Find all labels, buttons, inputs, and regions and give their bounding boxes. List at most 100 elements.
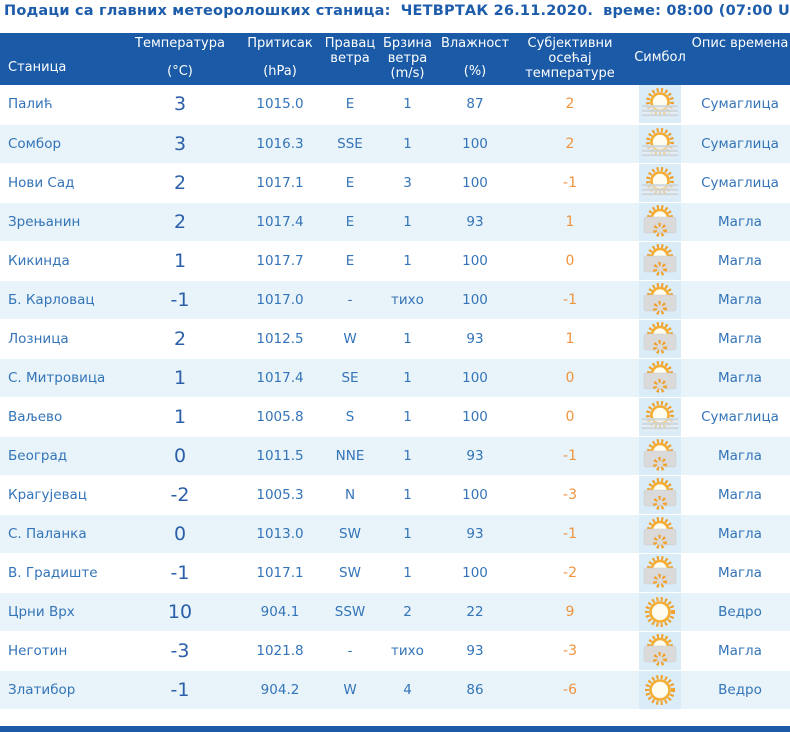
weather-description: Магла bbox=[690, 241, 790, 281]
fog-sun-icon bbox=[639, 358, 681, 396]
pressure-value: 904.2 bbox=[235, 670, 325, 710]
wind-direction-value: SSW bbox=[325, 592, 375, 632]
station-name: Златибор bbox=[0, 670, 125, 710]
wind-direction-value: SW bbox=[325, 514, 375, 554]
temperature-value: -2 bbox=[125, 475, 235, 515]
stations-table: Станица Температура (°C) Притисак (hPa) Пр… bbox=[0, 33, 790, 710]
header-humidity: Влажност (%) bbox=[440, 33, 510, 85]
feels-like-value: -2 bbox=[510, 553, 630, 593]
humidity-value: 93 bbox=[440, 631, 510, 671]
table-row: Ваљево 1 1005.8 S 1 100 0 Сумаглица bbox=[0, 397, 790, 437]
pressure-value: 1017.4 bbox=[235, 202, 325, 242]
symbol-cell bbox=[630, 397, 690, 437]
humidity-value: 100 bbox=[440, 124, 510, 164]
fog-sun-icon bbox=[639, 241, 681, 279]
wind-speed-value: 2 bbox=[375, 592, 440, 632]
mist-sun-icon bbox=[639, 397, 681, 435]
wind-direction-value: N bbox=[325, 475, 375, 515]
clear-sun-icon bbox=[639, 670, 681, 708]
symbol-cell bbox=[630, 475, 690, 515]
feels-like-value: 0 bbox=[510, 358, 630, 398]
humidity-value: 87 bbox=[440, 85, 510, 125]
header-temperature: Температура (°C) bbox=[125, 33, 235, 85]
humidity-value: 93 bbox=[440, 436, 510, 476]
temperature-value: -1 bbox=[125, 670, 235, 710]
fog-sun-icon bbox=[639, 319, 681, 357]
feels-like-value: 1 bbox=[510, 319, 630, 359]
table-row: Београд 0 1011.5 NNE 1 93 -1 Магла bbox=[0, 436, 790, 476]
feels-like-value: 0 bbox=[510, 397, 630, 437]
weather-description: Магла bbox=[690, 358, 790, 398]
wind-speed-value: 4 bbox=[375, 670, 440, 710]
weather-description: Магла bbox=[690, 631, 790, 671]
symbol-cell bbox=[630, 319, 690, 359]
fog-sun-icon bbox=[639, 514, 681, 552]
table-row: Крагујевац -2 1005.3 N 1 100 -3 Магла bbox=[0, 475, 790, 515]
station-name: Палић bbox=[0, 85, 125, 125]
symbol-cell bbox=[630, 631, 690, 671]
humidity-value: 100 bbox=[440, 241, 510, 281]
station-name: Кикинда bbox=[0, 241, 125, 281]
feels-like-value: -1 bbox=[510, 280, 630, 320]
fog-sun-icon bbox=[639, 202, 681, 240]
wind-direction-value: SE bbox=[325, 358, 375, 398]
bottom-bar bbox=[0, 726, 790, 732]
station-name: С. Паланка bbox=[0, 514, 125, 554]
fog-sun-icon bbox=[639, 436, 681, 474]
wind-speed-value: 1 bbox=[375, 202, 440, 242]
pressure-value: 1005.8 bbox=[235, 397, 325, 437]
pressure-value: 1005.3 bbox=[235, 475, 325, 515]
wind-speed-value: тихо bbox=[375, 280, 440, 320]
weather-description: Сумаглица bbox=[690, 124, 790, 164]
page-title: Подаци са главних метеоролошких станица:… bbox=[0, 0, 790, 25]
temperature-value: 3 bbox=[125, 124, 235, 164]
wind-direction-value: E bbox=[325, 85, 375, 125]
table-header-row: Станица Температура (°C) Притисак (hPa) Пр… bbox=[0, 33, 790, 85]
pressure-value: 1012.5 bbox=[235, 319, 325, 359]
wind-direction-value: W bbox=[325, 319, 375, 359]
wind-speed-value: 1 bbox=[375, 319, 440, 359]
temperature-value: 3 bbox=[125, 85, 235, 125]
table-row: Сомбор 3 1016.3 SSE 1 100 2 Сумаглица bbox=[0, 124, 790, 164]
pressure-value: 1021.8 bbox=[235, 631, 325, 671]
table-row: В. Градиште -1 1017.1 SW 1 100 -2 Магла bbox=[0, 553, 790, 593]
table-row: Лозница 2 1012.5 W 1 93 1 Магла bbox=[0, 319, 790, 359]
header-pressure: Притисак (hPa) bbox=[235, 33, 325, 85]
header-description: Опис времена bbox=[690, 33, 790, 85]
weather-description: Магла bbox=[690, 553, 790, 593]
clear-sun-icon bbox=[639, 592, 681, 630]
wind-speed-value: 1 bbox=[375, 475, 440, 515]
wind-direction-value: - bbox=[325, 631, 375, 671]
feels-like-value: -1 bbox=[510, 514, 630, 554]
weather-description: Ведро bbox=[690, 592, 790, 632]
fog-sun-icon bbox=[639, 475, 681, 513]
temperature-value: 2 bbox=[125, 163, 235, 203]
table-row: С. Митровица 1 1017.4 SE 1 100 0 Магла bbox=[0, 358, 790, 398]
symbol-cell bbox=[630, 553, 690, 593]
weather-description: Сумаглица bbox=[690, 163, 790, 203]
temperature-value: 2 bbox=[125, 319, 235, 359]
table-row: Нови Сад 2 1017.1 E 3 100 -1 Сумаглица bbox=[0, 163, 790, 203]
station-name: Зрењанин bbox=[0, 202, 125, 242]
weather-description: Магла bbox=[690, 475, 790, 515]
temperature-value: 10 bbox=[125, 592, 235, 632]
symbol-cell bbox=[630, 280, 690, 320]
temperature-value: -1 bbox=[125, 280, 235, 320]
station-name: Црни Врх bbox=[0, 592, 125, 632]
feels-like-value: -3 bbox=[510, 631, 630, 671]
pressure-value: 1013.0 bbox=[235, 514, 325, 554]
weather-description: Магла bbox=[690, 436, 790, 476]
humidity-value: 86 bbox=[440, 670, 510, 710]
wind-speed-value: 1 bbox=[375, 436, 440, 476]
feels-like-value: -1 bbox=[510, 163, 630, 203]
symbol-cell bbox=[630, 241, 690, 281]
station-rows: Палић 3 1015.0 E 1 87 2 Сумаглица Сомбор… bbox=[0, 85, 790, 710]
humidity-value: 100 bbox=[440, 163, 510, 203]
fog-sun-icon bbox=[639, 280, 681, 318]
station-name: В. Градиште bbox=[0, 553, 125, 593]
station-name: Лозница bbox=[0, 319, 125, 359]
wind-direction-value: E bbox=[325, 241, 375, 281]
wind-speed-value: 3 bbox=[375, 163, 440, 203]
station-name: Б. Карловац bbox=[0, 280, 125, 320]
header-wind-speed: Брзина ветра (m/s) bbox=[375, 33, 440, 85]
